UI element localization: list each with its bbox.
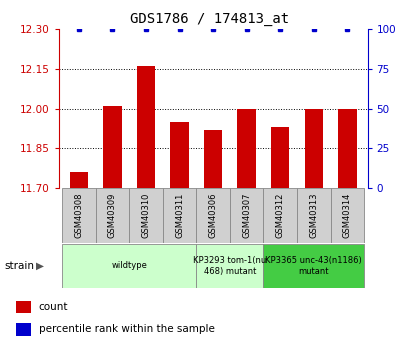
Text: count: count xyxy=(39,302,68,312)
Bar xyxy=(197,188,230,243)
Bar xyxy=(163,188,197,243)
Bar xyxy=(62,244,197,288)
Text: GSM40307: GSM40307 xyxy=(242,193,251,238)
Text: ▶: ▶ xyxy=(36,261,44,271)
Bar xyxy=(103,106,122,188)
Text: GSM40311: GSM40311 xyxy=(175,193,184,238)
Text: KP3365 unc-43(n1186)
mutant: KP3365 unc-43(n1186) mutant xyxy=(265,256,362,276)
Bar xyxy=(263,188,297,243)
Bar xyxy=(230,188,263,243)
Bar xyxy=(204,130,222,188)
Text: GSM40313: GSM40313 xyxy=(309,193,318,238)
Bar xyxy=(237,109,256,188)
Bar xyxy=(197,244,263,288)
Text: GSM40308: GSM40308 xyxy=(74,193,84,238)
Bar xyxy=(137,66,155,188)
Bar xyxy=(263,244,364,288)
Bar xyxy=(304,109,323,188)
Text: strain: strain xyxy=(4,261,34,271)
Text: GSM40306: GSM40306 xyxy=(209,193,218,238)
Text: KP3293 tom-1(nu
468) mutant: KP3293 tom-1(nu 468) mutant xyxy=(193,256,267,276)
Bar xyxy=(271,127,289,188)
Bar xyxy=(331,188,364,243)
Bar xyxy=(171,122,189,188)
Bar xyxy=(62,188,96,243)
Text: wildtype: wildtype xyxy=(111,262,147,270)
Text: GSM40312: GSM40312 xyxy=(276,193,285,238)
Bar xyxy=(16,301,31,313)
Bar xyxy=(129,188,163,243)
Bar xyxy=(16,323,31,336)
Bar xyxy=(96,188,129,243)
Text: GSM40310: GSM40310 xyxy=(142,193,150,238)
Text: GSM40314: GSM40314 xyxy=(343,193,352,238)
Text: percentile rank within the sample: percentile rank within the sample xyxy=(39,324,215,334)
Text: GSM40309: GSM40309 xyxy=(108,193,117,238)
Bar xyxy=(338,109,357,188)
Text: GDS1786 / 174813_at: GDS1786 / 174813_at xyxy=(131,12,289,26)
Bar xyxy=(297,188,331,243)
Bar xyxy=(70,172,88,188)
